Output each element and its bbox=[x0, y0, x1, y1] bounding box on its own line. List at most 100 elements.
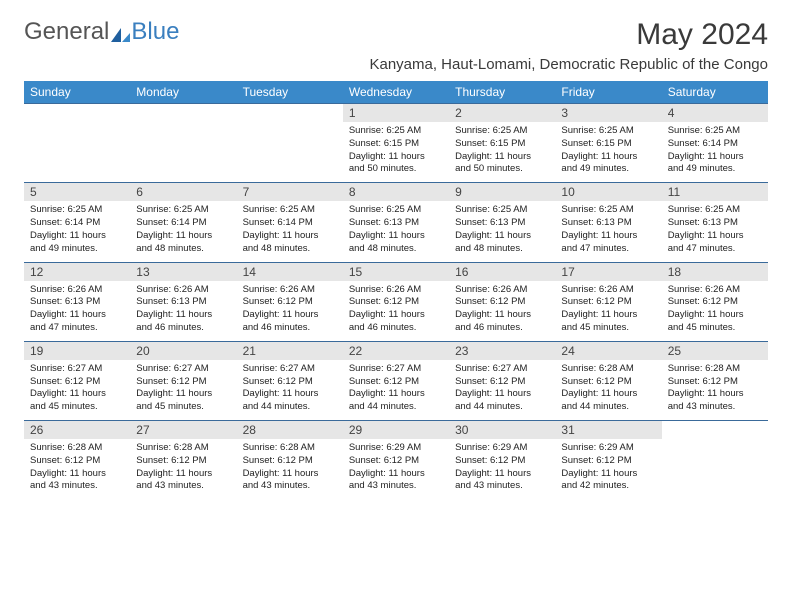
calendar-cell bbox=[130, 104, 236, 183]
day-number: 26 bbox=[24, 421, 130, 439]
calendar-cell: 24Sunrise: 6:28 AMSunset: 6:12 PMDayligh… bbox=[555, 341, 661, 420]
day-number: 12 bbox=[24, 263, 130, 281]
calendar-cell: 29Sunrise: 6:29 AMSunset: 6:12 PMDayligh… bbox=[343, 421, 449, 500]
day-details: Sunrise: 6:26 AMSunset: 6:12 PMDaylight:… bbox=[237, 281, 343, 341]
calendar-cell: 14Sunrise: 6:26 AMSunset: 6:12 PMDayligh… bbox=[237, 262, 343, 341]
day-number: 2 bbox=[449, 104, 555, 122]
calendar-cell: 10Sunrise: 6:25 AMSunset: 6:13 PMDayligh… bbox=[555, 183, 661, 262]
location-line: Kanyama, Haut-Lomami, Democratic Republi… bbox=[369, 56, 768, 73]
calendar-cell bbox=[237, 104, 343, 183]
day-details: Sunrise: 6:27 AMSunset: 6:12 PMDaylight:… bbox=[130, 360, 236, 420]
day-number: 6 bbox=[130, 183, 236, 201]
calendar-cell: 11Sunrise: 6:25 AMSunset: 6:13 PMDayligh… bbox=[662, 183, 768, 262]
calendar-cell: 31Sunrise: 6:29 AMSunset: 6:12 PMDayligh… bbox=[555, 421, 661, 500]
day-details: Sunrise: 6:25 AMSunset: 6:13 PMDaylight:… bbox=[555, 201, 661, 261]
day-number: 10 bbox=[555, 183, 661, 201]
day-number: 25 bbox=[662, 342, 768, 360]
calendar-cell: 30Sunrise: 6:29 AMSunset: 6:12 PMDayligh… bbox=[449, 421, 555, 500]
calendar-cell: 18Sunrise: 6:26 AMSunset: 6:12 PMDayligh… bbox=[662, 262, 768, 341]
day-number: 31 bbox=[555, 421, 661, 439]
brand-text-1: General bbox=[24, 18, 109, 46]
day-number: 23 bbox=[449, 342, 555, 360]
day-details: Sunrise: 6:25 AMSunset: 6:13 PMDaylight:… bbox=[449, 201, 555, 261]
day-number: 21 bbox=[237, 342, 343, 360]
day-number: 29 bbox=[343, 421, 449, 439]
day-details: Sunrise: 6:26 AMSunset: 6:12 PMDaylight:… bbox=[662, 281, 768, 341]
day-details: Sunrise: 6:26 AMSunset: 6:12 PMDaylight:… bbox=[555, 281, 661, 341]
day-number: 30 bbox=[449, 421, 555, 439]
calendar-cell bbox=[24, 104, 130, 183]
day-number: 8 bbox=[343, 183, 449, 201]
day-details: Sunrise: 6:27 AMSunset: 6:12 PMDaylight:… bbox=[237, 360, 343, 420]
day-details: Sunrise: 6:26 AMSunset: 6:12 PMDaylight:… bbox=[449, 281, 555, 341]
day-details: Sunrise: 6:28 AMSunset: 6:12 PMDaylight:… bbox=[24, 439, 130, 499]
day-details: Sunrise: 6:29 AMSunset: 6:12 PMDaylight:… bbox=[449, 439, 555, 499]
calendar-cell: 5Sunrise: 6:25 AMSunset: 6:14 PMDaylight… bbox=[24, 183, 130, 262]
day-number: 17 bbox=[555, 263, 661, 281]
day-details: Sunrise: 6:25 AMSunset: 6:13 PMDaylight:… bbox=[343, 201, 449, 261]
weekday-header: Monday bbox=[130, 81, 236, 104]
sail-icon bbox=[109, 23, 131, 41]
weekday-header: Thursday bbox=[449, 81, 555, 104]
day-number: 27 bbox=[130, 421, 236, 439]
calendar-cell bbox=[662, 421, 768, 500]
month-title: May 2024 bbox=[369, 18, 768, 52]
day-number: 19 bbox=[24, 342, 130, 360]
day-number: 24 bbox=[555, 342, 661, 360]
day-number: 15 bbox=[343, 263, 449, 281]
weekday-header: Tuesday bbox=[237, 81, 343, 104]
day-number: 14 bbox=[237, 263, 343, 281]
day-number: 22 bbox=[343, 342, 449, 360]
calendar-cell: 23Sunrise: 6:27 AMSunset: 6:12 PMDayligh… bbox=[449, 341, 555, 420]
day-number: 11 bbox=[662, 183, 768, 201]
weekday-header: Sunday bbox=[24, 81, 130, 104]
day-number: 9 bbox=[449, 183, 555, 201]
day-number: 7 bbox=[237, 183, 343, 201]
day-details: Sunrise: 6:25 AMSunset: 6:14 PMDaylight:… bbox=[662, 122, 768, 182]
calendar-cell: 7Sunrise: 6:25 AMSunset: 6:14 PMDaylight… bbox=[237, 183, 343, 262]
day-number: 5 bbox=[24, 183, 130, 201]
day-details: Sunrise: 6:25 AMSunset: 6:14 PMDaylight:… bbox=[130, 201, 236, 261]
day-number: 20 bbox=[130, 342, 236, 360]
calendar-cell: 26Sunrise: 6:28 AMSunset: 6:12 PMDayligh… bbox=[24, 421, 130, 500]
day-details: Sunrise: 6:25 AMSunset: 6:14 PMDaylight:… bbox=[237, 201, 343, 261]
calendar-cell: 15Sunrise: 6:26 AMSunset: 6:12 PMDayligh… bbox=[343, 262, 449, 341]
calendar-cell: 21Sunrise: 6:27 AMSunset: 6:12 PMDayligh… bbox=[237, 341, 343, 420]
calendar-cell: 16Sunrise: 6:26 AMSunset: 6:12 PMDayligh… bbox=[449, 262, 555, 341]
day-details: Sunrise: 6:27 AMSunset: 6:12 PMDaylight:… bbox=[449, 360, 555, 420]
brand-text-2: Blue bbox=[131, 18, 179, 46]
calendar-cell: 20Sunrise: 6:27 AMSunset: 6:12 PMDayligh… bbox=[130, 341, 236, 420]
day-details: Sunrise: 6:25 AMSunset: 6:15 PMDaylight:… bbox=[449, 122, 555, 182]
day-details: Sunrise: 6:29 AMSunset: 6:12 PMDaylight:… bbox=[555, 439, 661, 499]
day-details: Sunrise: 6:26 AMSunset: 6:13 PMDaylight:… bbox=[130, 281, 236, 341]
day-details: Sunrise: 6:27 AMSunset: 6:12 PMDaylight:… bbox=[24, 360, 130, 420]
day-details: Sunrise: 6:25 AMSunset: 6:15 PMDaylight:… bbox=[555, 122, 661, 182]
day-number: 16 bbox=[449, 263, 555, 281]
weekday-header: Saturday bbox=[662, 81, 768, 104]
day-details: Sunrise: 6:27 AMSunset: 6:12 PMDaylight:… bbox=[343, 360, 449, 420]
weekday-header: Wednesday bbox=[343, 81, 449, 104]
calendar-cell: 2Sunrise: 6:25 AMSunset: 6:15 PMDaylight… bbox=[449, 104, 555, 183]
calendar-cell: 9Sunrise: 6:25 AMSunset: 6:13 PMDaylight… bbox=[449, 183, 555, 262]
day-details: Sunrise: 6:28 AMSunset: 6:12 PMDaylight:… bbox=[237, 439, 343, 499]
calendar-table: SundayMondayTuesdayWednesdayThursdayFrid… bbox=[24, 81, 768, 499]
calendar-cell: 6Sunrise: 6:25 AMSunset: 6:14 PMDaylight… bbox=[130, 183, 236, 262]
calendar-cell: 28Sunrise: 6:28 AMSunset: 6:12 PMDayligh… bbox=[237, 421, 343, 500]
day-details: Sunrise: 6:25 AMSunset: 6:14 PMDaylight:… bbox=[24, 201, 130, 261]
day-number: 3 bbox=[555, 104, 661, 122]
calendar-cell: 25Sunrise: 6:28 AMSunset: 6:12 PMDayligh… bbox=[662, 341, 768, 420]
day-details: Sunrise: 6:28 AMSunset: 6:12 PMDaylight:… bbox=[662, 360, 768, 420]
calendar-cell: 8Sunrise: 6:25 AMSunset: 6:13 PMDaylight… bbox=[343, 183, 449, 262]
calendar-cell: 22Sunrise: 6:27 AMSunset: 6:12 PMDayligh… bbox=[343, 341, 449, 420]
day-details: Sunrise: 6:25 AMSunset: 6:15 PMDaylight:… bbox=[343, 122, 449, 182]
day-details: Sunrise: 6:26 AMSunset: 6:13 PMDaylight:… bbox=[24, 281, 130, 341]
day-number: 13 bbox=[130, 263, 236, 281]
day-details: Sunrise: 6:25 AMSunset: 6:13 PMDaylight:… bbox=[662, 201, 768, 261]
calendar-cell: 27Sunrise: 6:28 AMSunset: 6:12 PMDayligh… bbox=[130, 421, 236, 500]
day-details: Sunrise: 6:29 AMSunset: 6:12 PMDaylight:… bbox=[343, 439, 449, 499]
calendar-cell: 19Sunrise: 6:27 AMSunset: 6:12 PMDayligh… bbox=[24, 341, 130, 420]
calendar-cell: 4Sunrise: 6:25 AMSunset: 6:14 PMDaylight… bbox=[662, 104, 768, 183]
calendar-cell: 12Sunrise: 6:26 AMSunset: 6:13 PMDayligh… bbox=[24, 262, 130, 341]
day-number: 28 bbox=[237, 421, 343, 439]
weekday-header: Friday bbox=[555, 81, 661, 104]
